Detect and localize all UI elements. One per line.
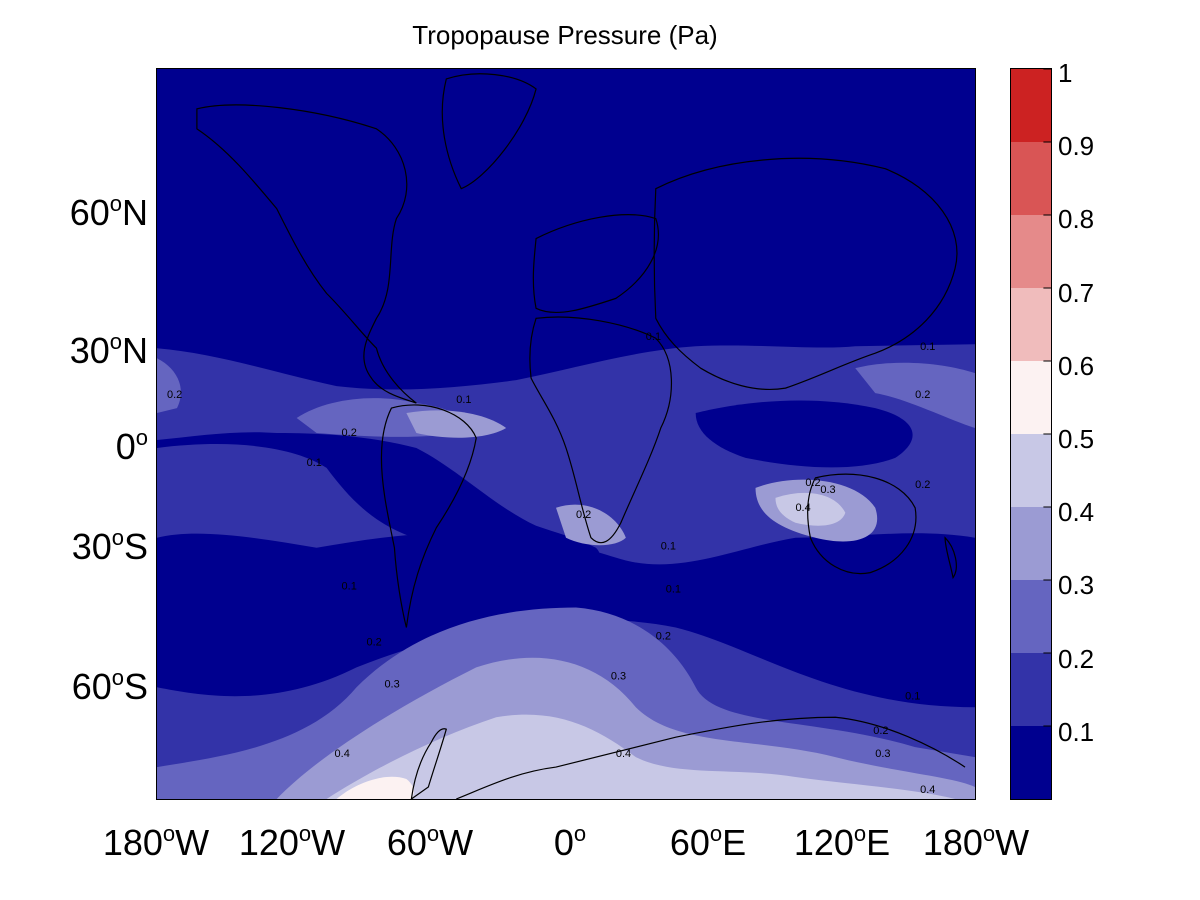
coastline-south-america [380,404,477,628]
colorbar-label: 0.9 [1058,131,1095,162]
colorbar-swatch [1011,215,1051,289]
contour-label: 0.4 [920,784,935,796]
contour-label: 0.3 [611,670,626,682]
y-tick-60n: 60oN [69,191,148,233]
colorbar-label: 0.8 [1058,204,1095,235]
contour-label: 0.1 [661,541,676,553]
contour-label: 0.4 [795,502,810,514]
y-tick-60s: 60oS [71,665,148,707]
coastline-australia [807,473,917,575]
contour-label: 0.1 [342,581,357,593]
colorbar-label: 0.1 [1058,716,1095,747]
contour-label: 0.1 [456,394,471,406]
contour-label: 0.4 [616,748,631,760]
contour-fill-level-0-indian [695,400,913,468]
contour-fill-level-2-eastpac [855,362,975,429]
colorbar [1010,68,1052,800]
x-tick-60w: 60oW [386,821,474,863]
colorbar-swatch [1011,653,1051,727]
y-tick-0: 0o [115,425,148,467]
coastline-europe [532,214,659,314]
contour-label: 0.3 [384,678,399,690]
y-tick-30s: 30oS [71,525,148,567]
colorbar-label: 0.3 [1058,570,1095,601]
contour-fill-level-0-pacific [157,432,600,574]
contour-label: 0.2 [656,630,671,642]
coastline-antarctic-peninsula [410,728,448,799]
coastline-north-america [196,104,417,404]
x-tick-180w: 180oW [102,821,210,863]
contour-label: 0.4 [335,748,350,760]
colorbar-swatch [1011,434,1051,508]
x-tick-180w-right: 180oW [922,821,1030,863]
colorbar-label: 1 [1058,58,1073,88]
contour-label: 0.1 [905,690,920,702]
x-tick-120e: 120oE [793,821,891,863]
contour-map: 0.1 0.2 0.1 0.2 0.1 0.2 0.3 0.4 0.2 0.1 … [157,73,975,799]
colorbar-swatches [1011,69,1051,799]
contour-label: 0.3 [820,484,835,496]
contour-label: 0.2 [167,389,182,401]
colorbar-swatch [1011,288,1051,362]
plot-title: Tropopause Pressure (Pa) [412,20,718,50]
colorbar-label: 0.5 [1058,424,1095,454]
coastlines [196,73,966,799]
colorbar-label: 0.6 [1058,350,1095,381]
coastline-africa [529,316,673,544]
y-tick-30n: 30oN [69,329,148,371]
coastline-greenland [441,73,537,190]
coastline-new-zealand [944,536,957,580]
x-tick-120w: 120oW [238,821,346,863]
colorbar-label: 0.7 [1058,277,1095,308]
colorbar-swatch [1011,726,1051,799]
contour-label: 0.2 [805,477,820,489]
contour-fill-level-2-africa [556,504,626,546]
map-plot-area: 0.1 0.2 0.1 0.2 0.1 0.2 0.3 0.4 0.2 0.1 … [156,68,976,800]
colorbar-label: 0.2 [1058,643,1095,674]
x-tick-60e: 60oE [669,821,747,863]
colorbar-swatch [1011,142,1051,216]
contour-label: 0.2 [915,389,930,401]
contour-fill-level-3-tropical [406,410,507,438]
contour-label: 0.2 [873,725,888,737]
colorbar-label: 0.4 [1058,497,1095,528]
colorbar-swatch [1011,580,1051,654]
contour-fill-level-2-westpac [157,358,181,414]
contour-fill-level-5 [336,776,414,799]
contour-label: 0.2 [342,427,357,439]
colorbar-swatch [1011,361,1051,435]
contour-label: 0.1 [307,457,322,469]
contour-label: 0.2 [576,509,591,521]
contour-label: 0.1 [666,584,681,596]
colorbar-swatch [1011,69,1051,143]
contour-label: 0.2 [366,636,381,648]
contour-label: 0.1 [646,331,661,343]
contour-fill-level-4-australia [775,492,846,526]
coastline-antarctica [456,716,966,799]
contour-label: 0.1 [920,341,935,353]
contour-labels: 0.1 0.2 0.1 0.2 0.1 0.2 0.3 0.4 0.2 0.1 … [167,331,935,796]
contour-label: 0.2 [915,479,930,491]
contour-fill-level-4 [326,714,956,799]
contour-label: 0.3 [875,748,890,760]
coastline-asia [653,157,958,391]
colorbar-swatch [1011,507,1051,581]
x-tick-0: 0o [553,821,587,863]
